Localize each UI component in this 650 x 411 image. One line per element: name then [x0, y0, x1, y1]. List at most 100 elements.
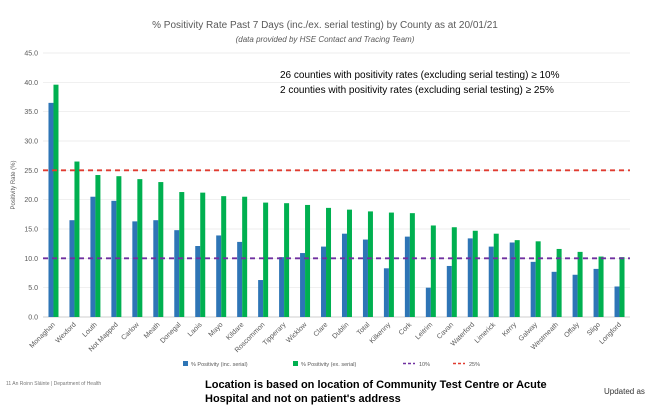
x-tick-label: Wicklow: [285, 321, 309, 345]
bar-inc-serial: [216, 235, 222, 317]
x-tick-label: Louth: [81, 321, 98, 338]
bar-ex-serial: [116, 176, 122, 317]
bar-ex-serial: [53, 84, 59, 318]
x-tick-label: Mayo: [208, 321, 225, 338]
bar-ex-serial: [242, 196, 248, 317]
bar-ex-serial: [388, 212, 394, 317]
bar-ex-serial: [577, 251, 583, 317]
y-axis-label: Positivity Rate (%): [11, 160, 17, 209]
bar-ex-serial: [326, 207, 332, 317]
bar-inc-serial: [279, 257, 285, 317]
y-tick-label: 20.0: [24, 197, 38, 204]
y-tick-label: 15.0: [24, 227, 38, 234]
footer-department: 11 An Roinn Sláinte | Department of Heal…: [6, 381, 102, 387]
bar-ex-serial: [472, 230, 478, 317]
x-tick-label: Kilkenny: [369, 321, 393, 345]
bar-inc-serial: [614, 286, 620, 317]
bar-inc-serial: [174, 230, 180, 317]
bar-ex-serial: [535, 241, 541, 317]
bar-inc-serial: [404, 236, 410, 317]
chart-subtitle: (data provided by HSE Contact and Tracin…: [235, 35, 415, 44]
y-tick-label: 45.0: [24, 51, 38, 58]
bar-ex-serial: [305, 204, 311, 317]
x-tick-label: Carlow: [120, 321, 141, 342]
bar-inc-serial: [530, 261, 536, 317]
x-tick-label: Limerick: [474, 321, 498, 345]
bar-ex-serial: [200, 192, 206, 317]
legend-label: % Positivity (ex. serial): [301, 362, 356, 368]
y-tick-label: 10.0: [24, 256, 38, 263]
bar-inc-serial: [321, 246, 327, 317]
bar-ex-serial: [284, 203, 290, 317]
bar-ex-serial: [556, 248, 562, 317]
x-tick-label: Kerry: [501, 321, 518, 338]
bar-ex-serial: [179, 192, 185, 317]
bar-inc-serial: [69, 220, 75, 317]
y-tick-label: 5.0: [28, 285, 38, 292]
annotation-line-1: 26 counties with positivity rates (exclu…: [280, 70, 560, 81]
x-tick-label: Wexford: [55, 321, 78, 344]
footer-location-note: Location is based on location of Communi…: [205, 379, 547, 405]
bar-ex-serial: [346, 209, 352, 317]
x-tick-label: Total: [356, 321, 372, 337]
bar-inc-serial: [425, 287, 431, 317]
x-tick-label: Dublin: [331, 321, 350, 340]
bar-inc-serial: [362, 239, 368, 317]
bar-ex-serial: [493, 233, 499, 317]
x-tick-label: Kildare: [225, 321, 245, 341]
bar-ex-serial: [619, 257, 625, 317]
y-tick-label: 25.0: [24, 168, 38, 175]
legend-swatch: [183, 361, 188, 366]
bar-ex-serial: [451, 227, 457, 317]
x-tick-label: Laois: [187, 321, 204, 338]
bar-ex-serial: [514, 240, 520, 317]
x-tick-label: Longford: [598, 321, 623, 346]
bar-ex-serial: [598, 256, 604, 317]
bar-inc-serial: [341, 233, 347, 317]
bar-inc-serial: [132, 221, 138, 317]
x-tick-label: Tipperary: [262, 321, 288, 347]
bar-ex-serial: [430, 225, 436, 317]
bar-inc-serial: [593, 268, 599, 317]
bar-ex-serial: [263, 202, 269, 317]
x-tick-label: Offaly: [563, 321, 581, 339]
bar-inc-serial: [572, 274, 578, 317]
bar-ex-serial: [74, 161, 80, 317]
y-tick-label: 30.0: [24, 139, 38, 146]
legend-label: % Positivity (inc. serial): [191, 362, 248, 368]
bar-inc-serial: [195, 246, 201, 317]
y-tick-label: 0.0: [28, 315, 38, 322]
x-tick-label: Cavan: [436, 321, 455, 340]
x-tick-label: Monaghan: [29, 321, 57, 349]
bar-inc-serial: [488, 246, 494, 317]
bar-inc-serial: [111, 200, 117, 317]
x-tick-label: Sligo: [586, 321, 602, 337]
footer-updated: Updated as: [604, 387, 645, 396]
bar-ex-serial: [221, 196, 227, 317]
bar-inc-serial: [48, 102, 54, 317]
annotation-line-2: 2 counties with positivity rates (exclud…: [280, 85, 554, 96]
x-tick-label: Leitrim: [414, 321, 434, 341]
bar-ex-serial: [158, 182, 164, 317]
legend-swatch: [293, 361, 298, 366]
x-tick-label: Donegal: [159, 321, 183, 345]
chart-title: % Positivity Rate Past 7 Days (inc./ex. …: [152, 20, 498, 31]
legend-label: 25%: [469, 362, 480, 368]
bar-inc-serial: [90, 196, 96, 317]
bar-ex-serial: [137, 179, 143, 317]
bar-inc-serial: [237, 241, 243, 317]
x-tick-label: Clare: [313, 321, 330, 338]
bar-ex-serial: [409, 213, 415, 317]
x-tick-label: Meath: [143, 321, 162, 340]
y-tick-label: 40.0: [24, 80, 38, 87]
y-tick-label: 35.0: [24, 109, 38, 116]
bar-inc-serial: [551, 271, 557, 317]
legend-label: 10%: [419, 362, 430, 368]
x-tick-label: Cork: [398, 321, 414, 337]
bar-ex-serial: [95, 175, 101, 317]
bar-inc-serial: [300, 253, 306, 317]
bar-inc-serial: [258, 280, 264, 317]
bar-inc-serial: [446, 265, 452, 317]
bar-inc-serial: [153, 220, 159, 317]
